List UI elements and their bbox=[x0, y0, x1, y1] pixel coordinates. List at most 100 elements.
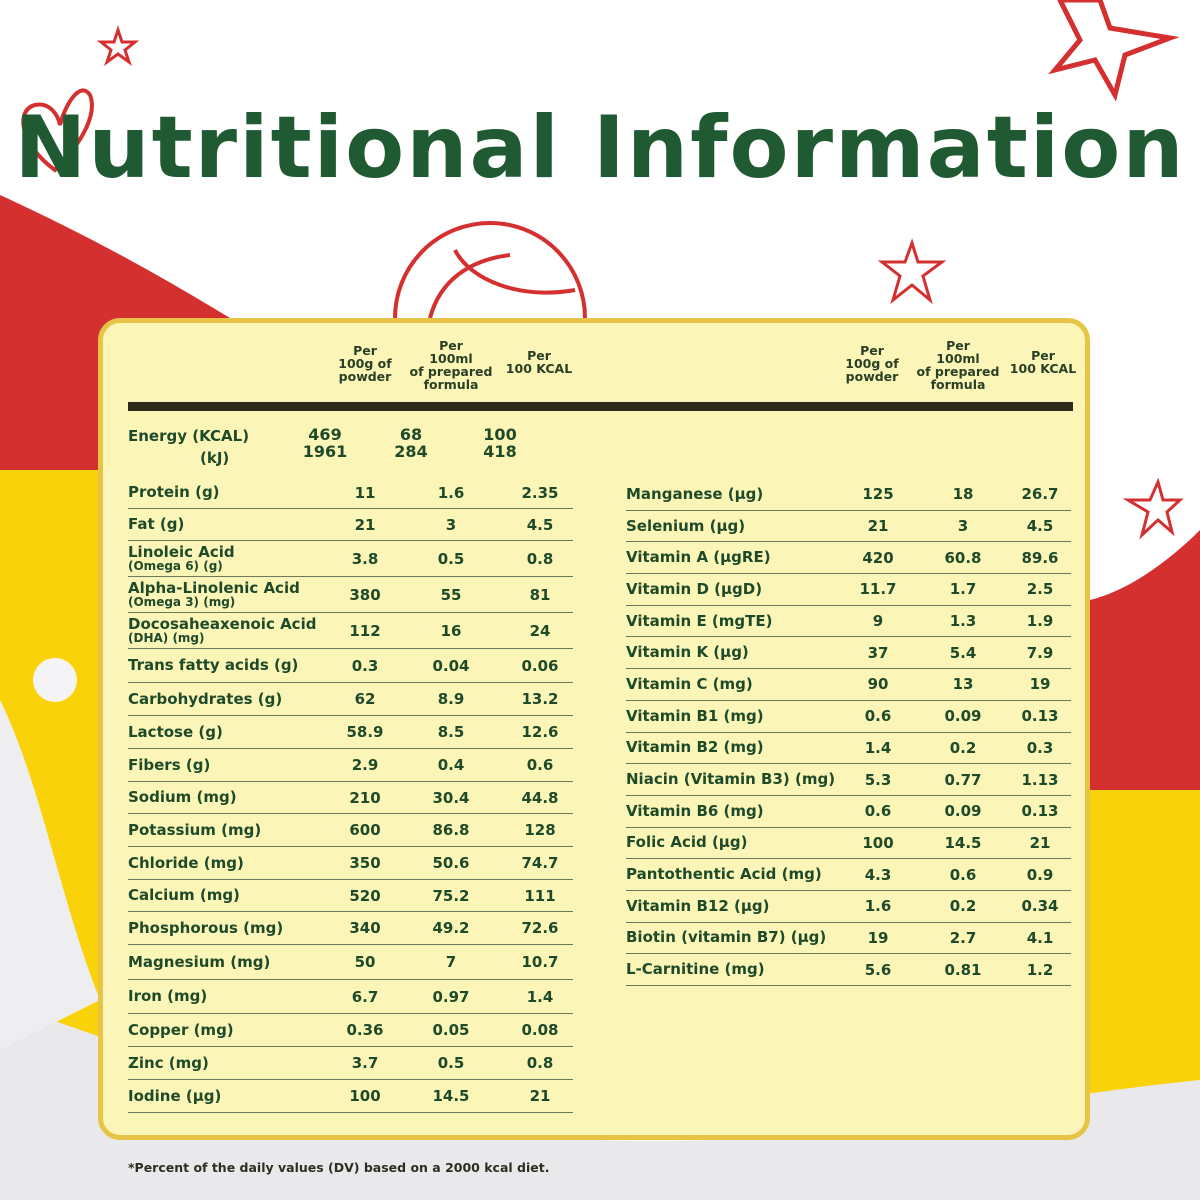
nutrient-value: 24 bbox=[529, 621, 551, 640]
table-row: Calcium (mg) 520 75.2 111 bbox=[128, 880, 573, 912]
nutrient-value: 210 bbox=[349, 788, 381, 807]
nutrient-name: Selenium (µg) bbox=[626, 516, 746, 535]
energy-kj-label: (kJ) bbox=[200, 449, 230, 467]
nutrient-label: Pantothentic Acid (mg) bbox=[626, 867, 822, 882]
nutrient-label: Alpha-Linolenic Acid (Omega 3) (mg) bbox=[128, 581, 300, 609]
nutrient-value: 0.5 bbox=[437, 1054, 465, 1072]
nutrient-name: Linoleic Acid bbox=[128, 543, 235, 561]
column-header-line: 100 KCAL bbox=[1009, 361, 1077, 376]
nutrient-name: Potassium (mg) bbox=[128, 820, 262, 839]
nutrient-label: Vitamin B6 (mg) bbox=[626, 801, 764, 820]
column-header-line: of prepared bbox=[916, 364, 1000, 379]
nutrient-value: 21 bbox=[354, 515, 376, 534]
nutrient-name: Vitamin D (µgD) bbox=[626, 579, 763, 598]
table-row: Phosphorous (mg) 340 49.2 72.6 bbox=[128, 912, 573, 945]
nutrient-name: Fibers (g) bbox=[128, 755, 211, 774]
nutrient-value: 55 bbox=[440, 585, 462, 604]
heart-icon bbox=[21, 88, 94, 173]
nutrient-label: Potassium (mg) bbox=[128, 820, 262, 839]
nutrient-label: Linoleic Acid (Omega 6) (g) bbox=[128, 543, 235, 573]
table-row: Copper (mg) 0.36 0.05 0.08 bbox=[128, 1014, 573, 1047]
table-row: Pantothentic Acid (mg) 4.3 0.6 0.9 bbox=[626, 859, 1071, 891]
nutrient-value: 420 bbox=[862, 548, 894, 567]
nutrient-value: 0.2 bbox=[949, 897, 977, 916]
nutrient-value: 0.6 bbox=[864, 802, 892, 821]
nutrient-value: 111 bbox=[524, 886, 556, 905]
nutrient-name: Lactose (g) bbox=[128, 722, 223, 741]
nutrition-panel bbox=[98, 318, 1090, 1140]
nutrient-value: 1.13 bbox=[1021, 770, 1059, 789]
nutrient-value: 0.8 bbox=[526, 1054, 554, 1072]
nutrient-label: Zinc (mg) bbox=[128, 1053, 209, 1072]
nutrient-name: Protein (g) bbox=[128, 483, 220, 501]
table-row: Protein (g) 11 1.6 2.35 bbox=[128, 477, 573, 509]
nutrient-label: Fibers (g) bbox=[128, 755, 211, 774]
table-row: Vitamin B2 (mg) 1.4 0.2 0.3 bbox=[626, 733, 1071, 765]
table-row: Sodium (mg) 210 30.4 44.8 bbox=[128, 782, 573, 814]
nutrient-value: 60.8 bbox=[944, 548, 982, 567]
nutrient-name: Vitamin B12 (µg) bbox=[626, 896, 770, 915]
nutrient-label: Carbohydrates (g) bbox=[128, 691, 282, 707]
nutrient-value: 112 bbox=[349, 621, 381, 640]
table-row: Linoleic Acid (Omega 6) (g) 3.8 0.5 0.8 bbox=[128, 541, 573, 577]
nutrient-value: 30.4 bbox=[432, 788, 470, 807]
table-row: Biotin (vitamin B7) (µg) 19 2.7 4.1 bbox=[626, 923, 1071, 955]
nutrient-label: Vitamin B2 (mg) bbox=[626, 740, 764, 755]
table-row: Folic Acid (µg) 100 14.5 21 bbox=[626, 828, 1071, 860]
nutrient-value: 0.36 bbox=[346, 1021, 384, 1039]
column-header-line: of prepared bbox=[409, 364, 493, 379]
table-row: Vitamin B1 (mg) 0.6 0.09 0.13 bbox=[626, 701, 1071, 733]
nutrient-value: 1.7 bbox=[949, 580, 977, 599]
table-row: Chloride (mg) 350 50.6 74.7 bbox=[128, 847, 573, 880]
nutrient-name: Pantothentic Acid (mg) bbox=[626, 865, 822, 884]
column-header-line: formula bbox=[930, 377, 986, 392]
table-row: Alpha-Linolenic Acid (Omega 3) (mg) 380 55 8… bbox=[128, 577, 573, 613]
column-header-line: formula bbox=[423, 377, 479, 392]
nutrient-value: 0.5 bbox=[437, 549, 465, 568]
nutrient-label: Folic Acid (µg) bbox=[626, 835, 747, 850]
nutrient-value: 7 bbox=[445, 953, 457, 971]
table-row: Vitamin B6 (mg) 0.6 0.09 0.13 bbox=[626, 796, 1071, 828]
nutrient-value: 12.6 bbox=[521, 723, 559, 741]
nutrient-label: L-Carnitine (mg) bbox=[626, 962, 765, 977]
nutrient-value: 74.7 bbox=[521, 854, 559, 872]
nutrient-value: 3 bbox=[445, 515, 457, 534]
table-row: Vitamin K (µg) 37 5.4 7.9 bbox=[626, 637, 1071, 670]
nutrient-value: 2.5 bbox=[1026, 580, 1054, 599]
column-header-line: Per bbox=[439, 338, 463, 353]
nutrient-label: Sodium (mg) bbox=[128, 790, 237, 805]
nutrient-label: Chloride (mg) bbox=[128, 853, 244, 872]
nutrient-value: 0.04 bbox=[432, 656, 470, 675]
column-header: Per 100 KCAL bbox=[988, 349, 1098, 375]
column-header-line: powder bbox=[338, 369, 392, 384]
nutrient-value: 0.4 bbox=[437, 756, 465, 774]
nutrient-value: 1.6 bbox=[864, 897, 892, 916]
table-row: Zinc (mg) 3.7 0.5 0.8 bbox=[128, 1047, 573, 1080]
nutrient-value: 0.81 bbox=[944, 960, 982, 979]
nutrient-value: 125 bbox=[862, 485, 894, 504]
left-table: Protein (g) 11 1.6 2.35 Fat (g) 21 3 4.5 Linolei… bbox=[128, 477, 573, 1113]
nutrient-value: 5.6 bbox=[864, 960, 892, 979]
nutrient-label: Vitamin B1 (mg) bbox=[626, 708, 764, 724]
nutrient-value: 90 bbox=[867, 675, 889, 694]
column-header: Per 100ml of prepared formula bbox=[396, 339, 506, 391]
table-row: Fat (g) 21 3 4.5 bbox=[128, 509, 573, 541]
column-header-line: 100g of bbox=[845, 356, 899, 371]
nutrient-value: 21 bbox=[1029, 833, 1051, 852]
column-header: Per 100ml of prepared formula bbox=[903, 339, 1013, 391]
nutrient-value: 8.5 bbox=[437, 723, 465, 741]
nutrient-value: 100 bbox=[862, 833, 894, 852]
yellow-band-right bbox=[1090, 790, 1200, 1100]
table-row: Docosaheaxenoic Acid (DHA) (mg) 112 16 24 bbox=[128, 613, 573, 649]
column-header-line: Per bbox=[353, 343, 377, 358]
nutrient-unit: (Omega 6) (g) bbox=[128, 559, 223, 573]
nutrient-value: 0.3 bbox=[351, 656, 379, 675]
nutrient-value: 11.7 bbox=[859, 580, 897, 599]
nutrient-value: 4.1 bbox=[1026, 928, 1054, 947]
nutrient-name: Chloride (mg) bbox=[128, 853, 244, 872]
nutrient-name: Zinc (mg) bbox=[128, 1053, 209, 1072]
red-band-right bbox=[1090, 530, 1200, 790]
nutrient-name: Vitamin B6 (mg) bbox=[626, 801, 764, 820]
nutrient-label: Biotin (vitamin B7) (µg) bbox=[626, 930, 826, 945]
table-row: Potassium (mg) 600 86.8 128 bbox=[128, 814, 573, 847]
